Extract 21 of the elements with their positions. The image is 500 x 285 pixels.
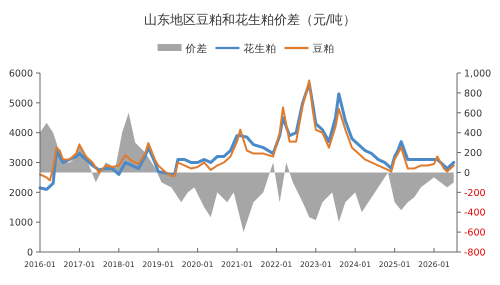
- y2-tick-label: -600: [464, 228, 486, 239]
- y2-tick-label: 0: [464, 168, 470, 179]
- legend-label: 花生粕: [244, 42, 276, 55]
- y-tick-label: 6000: [8, 68, 33, 80]
- legend-label: 豆粕: [312, 43, 334, 55]
- y-tick-label: 5000: [8, 98, 33, 110]
- y2-tick-label: -400: [464, 208, 486, 219]
- chart-title: 山东地区豆粕和花生粕价差（元/吨）: [144, 13, 356, 28]
- y-tick-label: 3000: [8, 158, 33, 169]
- y2-tick-label: 400: [464, 128, 482, 140]
- y-tick-label: 1000: [8, 218, 33, 229]
- legend-label: 价差: [184, 43, 208, 55]
- y-tick-label: 0: [26, 248, 33, 258]
- y2-tick-label: -800: [464, 248, 486, 258]
- y2-tick-label: 800: [464, 88, 482, 100]
- y2-tick-label: 600: [464, 108, 482, 120]
- y2-tick-label: 1,000: [464, 68, 492, 80]
- y-tick-label: 2000: [8, 188, 33, 199]
- y2-tick-label: 200: [464, 148, 482, 160]
- y-tick-label: 4000: [8, 128, 33, 140]
- y2-tick-label: -200: [464, 188, 486, 199]
